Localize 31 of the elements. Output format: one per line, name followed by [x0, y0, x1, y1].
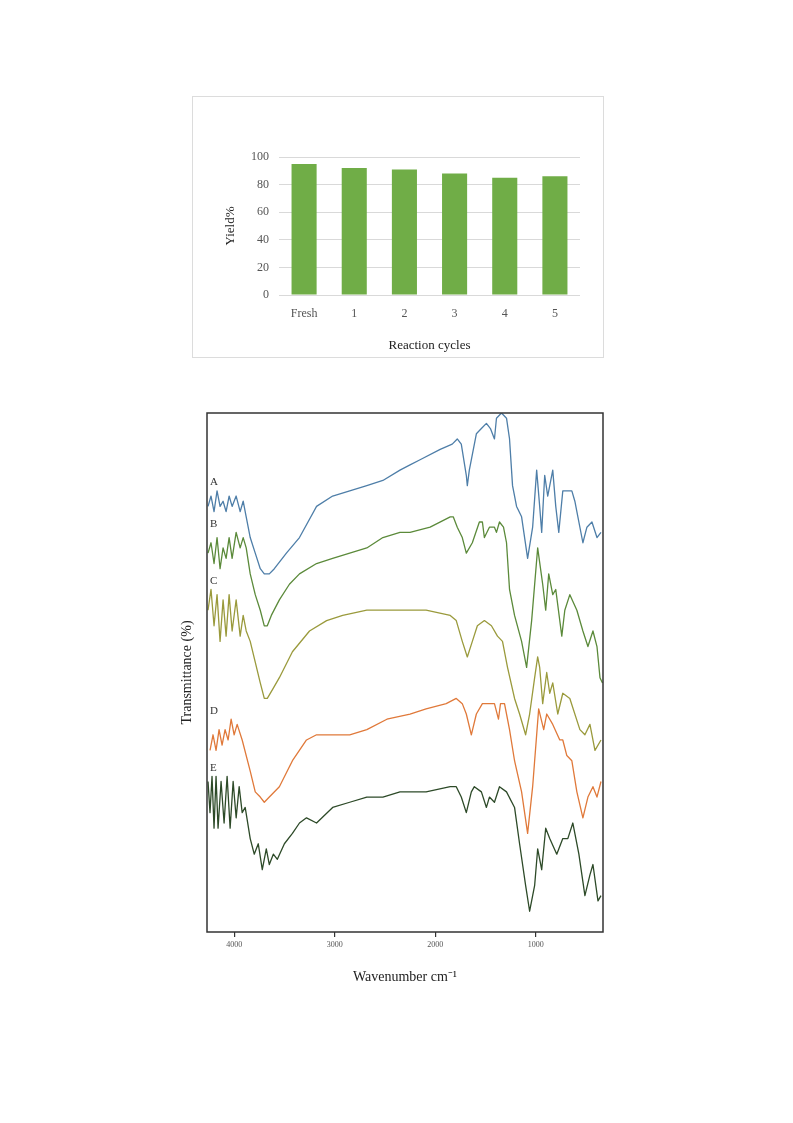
- series-label: E: [210, 760, 217, 773]
- y-axis-title: Yield%: [222, 206, 238, 246]
- y-tick-label: 60: [257, 204, 269, 219]
- x-tick-label: 2: [401, 306, 408, 321]
- y-tick-label: 0: [263, 287, 269, 302]
- y-axis-title: Transmittance (%): [179, 620, 196, 725]
- x-tick-label: 2000: [427, 939, 444, 949]
- bar: [291, 163, 317, 295]
- x-tick-label: 3: [451, 306, 458, 321]
- x-tick-label: Fresh: [290, 306, 318, 321]
- x-axis-title: Wavenumber cm⁻¹: [352, 969, 458, 985]
- x-tick-label: 1000: [527, 939, 544, 949]
- y-tick-label: 100: [251, 149, 269, 164]
- y-tick-label: 80: [257, 176, 269, 191]
- x-tick-label: 4000: [226, 939, 243, 949]
- y-tick-label: 40: [257, 231, 269, 246]
- bar: [391, 169, 417, 295]
- series-label: D: [210, 703, 218, 716]
- bar: [341, 168, 367, 295]
- bar: [542, 176, 568, 295]
- x-axis-title: Reaction cycles: [388, 336, 471, 352]
- x-tick-label: 5: [551, 306, 558, 321]
- bar: [492, 177, 518, 295]
- series-label: A: [210, 475, 218, 488]
- x-tick-label: 1: [351, 306, 358, 321]
- bar: [442, 173, 468, 295]
- y-tick-label: 20: [257, 259, 269, 274]
- x-tick-label: 4: [501, 306, 508, 321]
- x-tick-label: 3000: [326, 939, 343, 949]
- series-label: B: [210, 516, 218, 529]
- series-label: C: [210, 573, 218, 586]
